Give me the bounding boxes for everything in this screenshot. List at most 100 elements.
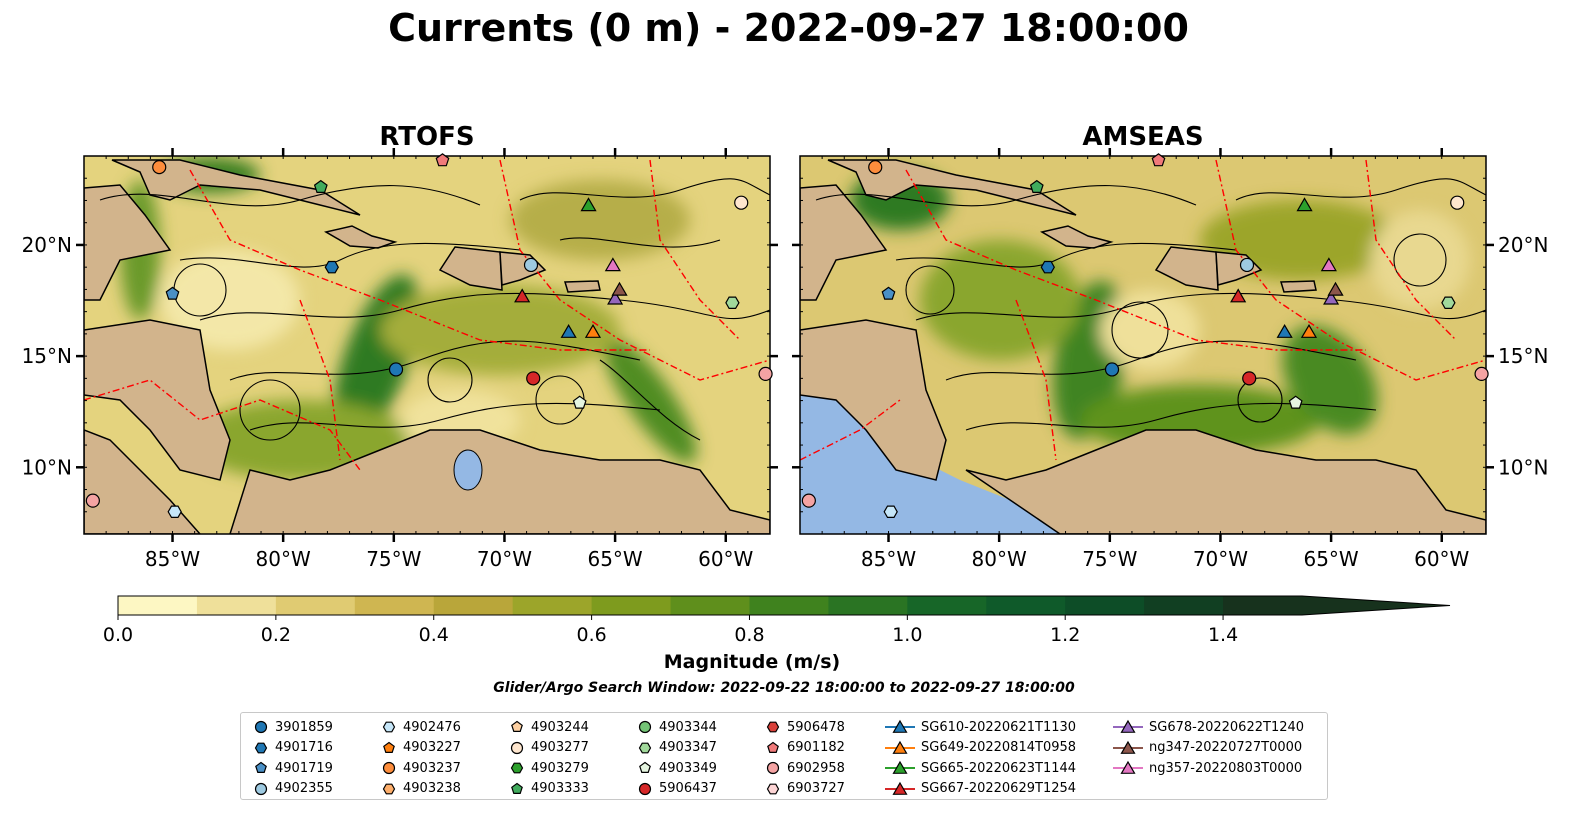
legend-marker-shape [511, 782, 523, 794]
platform-marker-ng357-20220803T0000 [1320, 257, 1337, 272]
colorbar-segment [433, 596, 514, 615]
colorbar-tick-label: 1.4 [1208, 624, 1238, 646]
legend-item-4903333: 4903333 [509, 779, 589, 799]
legend-item-4903344: 4903344 [637, 717, 717, 737]
legend-marker-icon [638, 782, 652, 795]
platform-marker-4902476 [883, 505, 898, 519]
platform-marker-6902958 [85, 493, 100, 508]
legend-marker-icon [1113, 760, 1143, 774]
legend-item-4903349: 4903349 [637, 758, 717, 778]
legend-marker-shape [382, 721, 396, 733]
legend-marker-shape [766, 761, 780, 775]
platform-marker-4903237 [152, 160, 167, 175]
y-tick-label: 10°N [22, 455, 72, 479]
legend-marker-icon [254, 782, 268, 795]
legend-label: 5906437 [659, 781, 717, 796]
platform-marker-SG610-20220621T1130 [1276, 324, 1293, 338]
legend-marker-icon [766, 783, 780, 794]
legend-marker-shape [767, 741, 779, 753]
legend-item-SG649-20220814T0958: SG649-20220814T0958 [885, 738, 1076, 758]
platform-marker-4901719 [881, 286, 896, 300]
legend-marker-shape [254, 782, 268, 795]
panel-title-rtofs: RTOFS [379, 122, 474, 152]
legend-item-4901719: 4901719 [253, 758, 333, 778]
legend-marker-icon [254, 742, 268, 753]
colorbar-tick-label: 0.4 [419, 624, 449, 646]
y-tick-label: 20°N [22, 233, 72, 257]
x-tick-label: 75°W [1082, 547, 1137, 571]
legend-label: 4903237 [403, 760, 461, 776]
legend-marker-icon [885, 760, 915, 774]
legend-label: ng347-20220727T0000 [1149, 740, 1303, 755]
platform-marker-SG665-20220623T1144 [1296, 197, 1313, 212]
legend-label: SG667-20220629T1254 [921, 781, 1077, 796]
legend-label: 4903344 [659, 719, 717, 735]
legend-marker-icon [254, 720, 268, 734]
legend-marker-shape [510, 762, 524, 774]
x-tick-label: 75°W [366, 547, 421, 571]
platform-marker-4903349 [1288, 395, 1303, 409]
legend-label: 4901716 [275, 740, 333, 755]
colorbar-label: Magnitude (m/s) [664, 651, 841, 673]
colorbar-tick-label: 0.6 [576, 624, 606, 646]
legend-marker-icon [255, 761, 267, 773]
legend-marker-icon [510, 741, 524, 754]
platform-marker-5906437 [1242, 371, 1257, 386]
legend-marker-shape [638, 720, 652, 734]
legend-marker-shape [382, 761, 396, 775]
colorbar-tick-label: 0.2 [261, 624, 291, 646]
platform-marker-4901719 [165, 286, 180, 300]
land-amseas [800, 159, 1486, 534]
legend-marker-icon [510, 762, 524, 774]
panel-frame-rtofs [83, 155, 771, 535]
markers-layer [85, 153, 1489, 519]
legend-marker-icon [382, 761, 396, 775]
platform-marker-6901182 [1151, 153, 1166, 167]
legend-item-4903244: 4903244 [509, 717, 589, 737]
legend-marker-icon [383, 741, 395, 753]
legend-label: 4903244 [531, 719, 589, 735]
legend-marker-icon [885, 719, 915, 733]
colorbar-segment [275, 596, 356, 615]
legend-label: 6902958 [787, 760, 845, 776]
legend-label: 5906478 [787, 719, 845, 735]
legend-label: 3901859 [275, 719, 333, 735]
x-tick-label: 60°W [698, 547, 753, 571]
legend-item-5906478: 5906478 [765, 717, 845, 737]
platform-marker-ng347-20220727T0000 [611, 281, 628, 296]
legend-marker-icon [382, 721, 396, 733]
platform-marker-SG649-20220814T0958 [584, 324, 602, 338]
legend-marker-shape [1120, 740, 1136, 754]
legend-marker-shape [892, 719, 908, 733]
legend-marker-icon [511, 782, 523, 794]
legend-marker-shape [892, 760, 908, 774]
legend-label: 4903227 [403, 740, 461, 755]
eez-boundaries-amseas [800, 159, 1486, 461]
lake-rtofs [453, 449, 483, 491]
colorbar-segment [828, 596, 908, 615]
legend-marker-icon [767, 741, 779, 753]
map-amseas [800, 156, 1486, 534]
x-tick-label: 70°W [477, 547, 532, 571]
legend-item-6901182: 6901182 [765, 738, 845, 758]
legend-label: 4903349 [659, 760, 717, 776]
colorbar-outline [117, 595, 1451, 616]
axes-layer: 85°W 80°W 75°W 70°W 65°W 60°W 10°N 15°N 20°N 85°W… [22, 148, 1548, 571]
colorbar-segment [591, 596, 672, 615]
y-tick-label: 15°N [1498, 344, 1548, 368]
search-window-text: Glider/Argo Search Window: 2022-09-22 18… [493, 680, 1075, 696]
platform-marker-SG678-20220622T1240 [1323, 290, 1340, 305]
legend-label: SG649-20220814T0958 [921, 740, 1077, 755]
platform-marker-4902355 [523, 257, 539, 273]
x-tick-label: 80°W [256, 547, 311, 571]
platform-marker-SG649-20220814T0958 [1300, 324, 1318, 338]
legend-item-4903279: 4903279 [509, 758, 589, 778]
legend-marker-icon [766, 721, 780, 733]
legend-label: 6901182 [787, 740, 845, 755]
platform-marker-5906437 [526, 371, 541, 386]
colorbar-tick-label: 0.8 [734, 624, 764, 646]
colorbar-segment [1144, 596, 1224, 615]
platform-marker-SG667-20220629T1254 [514, 288, 531, 303]
legend-label: SG678-20220622T1240 [1149, 719, 1305, 735]
x-tick-label: 65°W [587, 547, 642, 571]
